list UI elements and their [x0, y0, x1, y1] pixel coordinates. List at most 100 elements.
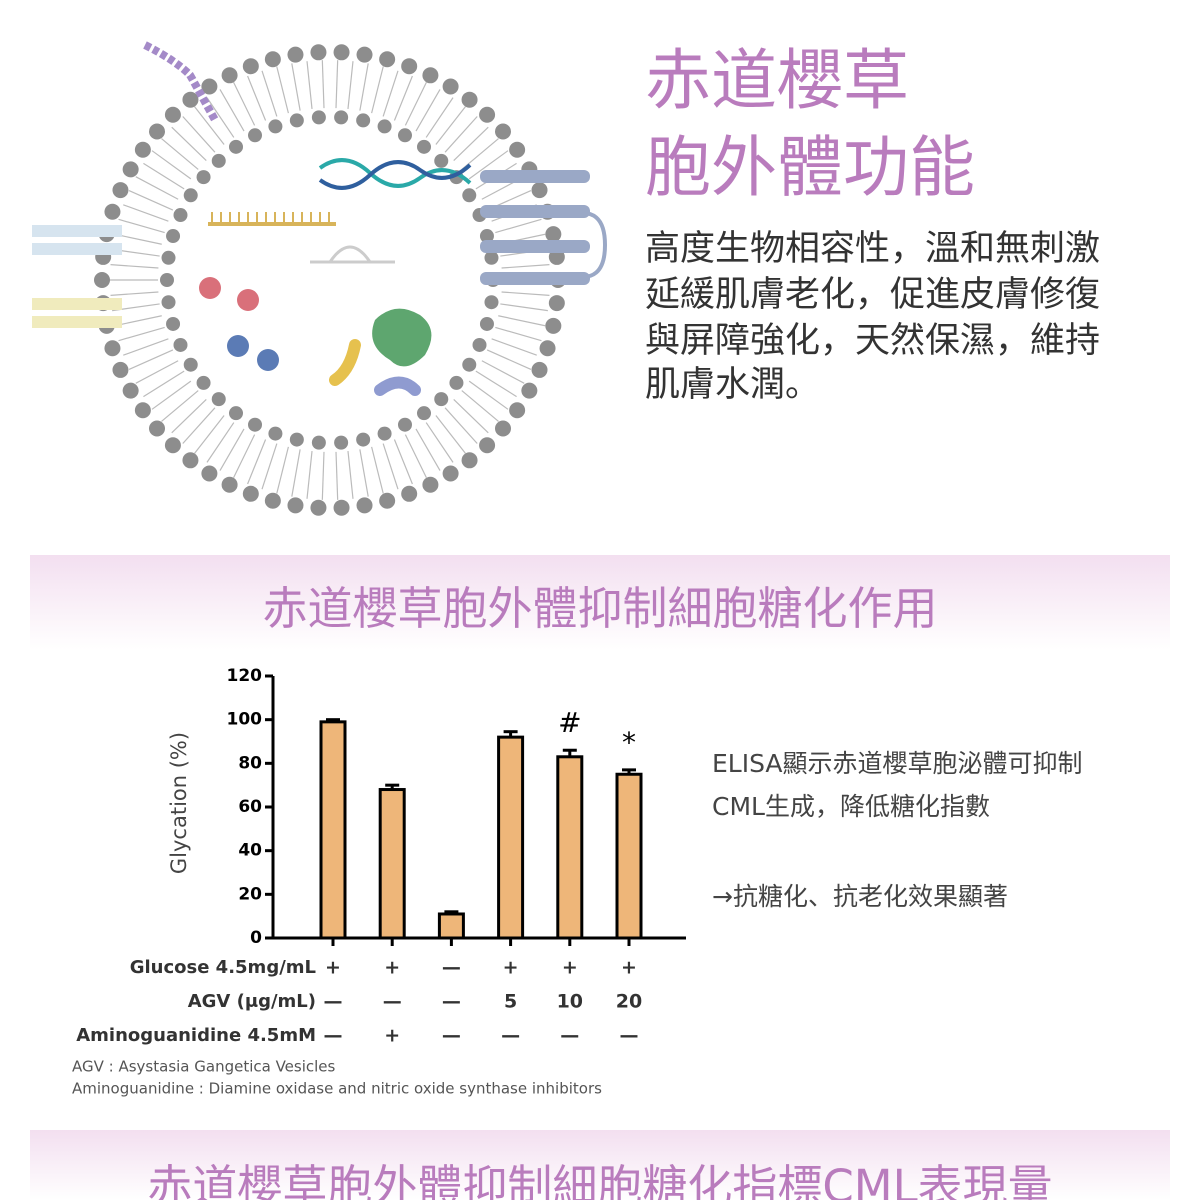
lipid-head — [112, 182, 129, 199]
lipid-head — [484, 250, 499, 265]
lipid-tail — [206, 97, 235, 138]
lipid-head — [434, 392, 449, 407]
significance-mark: # — [558, 706, 581, 739]
lipid-tail — [161, 390, 199, 422]
lipid-head — [356, 113, 371, 128]
lipid-tail — [219, 428, 245, 471]
lipid-head — [356, 497, 373, 514]
lipid-head — [264, 492, 281, 509]
lipid-head — [310, 499, 327, 516]
lipid-tail — [359, 63, 369, 111]
lipid-tail — [461, 390, 499, 422]
lipid-head — [289, 432, 304, 447]
molecule — [257, 349, 279, 371]
treatment-cell: — — [442, 957, 461, 979]
treatment-cell: 5 — [504, 991, 517, 1013]
lipid-head — [334, 435, 349, 450]
lipid-head — [289, 113, 304, 128]
lipid-tail — [194, 106, 225, 145]
lipid-tail — [151, 380, 192, 410]
lipid-tail — [501, 291, 550, 296]
lipid-tail — [291, 449, 301, 497]
lipid-head — [449, 375, 464, 390]
lipid-tail — [123, 204, 169, 222]
lipid-head — [531, 361, 548, 378]
lipid-tail — [371, 446, 384, 494]
treatment-label: AGV (μg/mL) — [188, 991, 316, 1012]
lipid-tail — [233, 434, 256, 478]
lipid-tail — [143, 162, 185, 190]
lipid-tail — [382, 70, 399, 117]
lipid-head — [379, 51, 396, 68]
treatment-cell: + — [384, 1025, 400, 1047]
lipid-tail — [118, 326, 165, 342]
lipid-head — [112, 361, 129, 378]
treatment-cell: — — [620, 1025, 639, 1047]
bar — [497, 735, 525, 940]
lipid-tail — [110, 264, 159, 269]
membrane-protein — [480, 272, 590, 285]
lipid-tail — [481, 360, 525, 384]
lipid-head — [333, 499, 350, 516]
channel — [32, 243, 122, 255]
treatment-cell: — — [560, 1025, 579, 1047]
lipid-head — [164, 106, 181, 123]
lipid-tail — [321, 451, 325, 500]
bar — [556, 755, 584, 940]
lipid-tail — [359, 449, 369, 497]
lipid-tail — [495, 326, 542, 342]
lipid-head — [183, 357, 198, 372]
lipid-head — [333, 44, 350, 61]
lipid-tail — [486, 349, 532, 371]
lipid-tail — [495, 218, 542, 234]
lipid-head — [521, 382, 538, 399]
membrane-protein — [480, 240, 590, 253]
bar — [378, 788, 406, 940]
lipid-head — [182, 452, 199, 469]
lipid-head — [161, 295, 176, 310]
intro-text: 高度生物相容性，溫和無刺激 — [645, 229, 1100, 269]
lipid-tail — [371, 66, 384, 114]
lipid-head — [356, 46, 373, 63]
lipid-head — [416, 406, 431, 421]
lipid-head — [397, 417, 412, 432]
treatment-cell: — — [324, 1025, 343, 1047]
lipid-head — [149, 123, 166, 140]
lipid-head — [401, 485, 418, 502]
lipid-tail — [114, 233, 162, 245]
lipid-tail — [498, 315, 546, 327]
lipid-head — [397, 128, 412, 143]
lipid-head — [201, 465, 218, 482]
molecule — [237, 289, 259, 311]
lipid-tail — [118, 218, 165, 234]
treatment-label: Glucose 4.5mg/mL — [130, 957, 316, 978]
membrane-protein — [480, 205, 590, 218]
treatment-cell: 10 — [557, 991, 583, 1013]
lipid-tail — [247, 439, 267, 485]
membrane-protein — [480, 170, 590, 183]
lipid-head — [377, 119, 392, 134]
lipid-head — [242, 58, 259, 75]
lipid-head — [422, 67, 439, 84]
intro-text: 延緩肌膚老化，促進皮膚修復 — [645, 275, 1100, 315]
y-tick-label: 120 — [227, 666, 263, 686]
peptide — [143, 41, 219, 122]
lipid-tail — [261, 443, 278, 490]
lipid-tail — [425, 97, 454, 138]
lipid-head — [173, 337, 188, 352]
lipid-tail — [321, 60, 325, 109]
lipid-tail — [468, 150, 509, 180]
lipid-head — [472, 337, 487, 352]
lipid-tail — [114, 315, 162, 327]
lipid-head — [442, 465, 459, 482]
lipid-head — [94, 272, 110, 288]
lipid-tail — [335, 451, 339, 500]
lipid-tail — [382, 443, 399, 490]
channel — [32, 316, 122, 328]
lipid-tail — [276, 66, 289, 114]
lipid-head — [104, 340, 121, 357]
treatment-cell: — — [383, 991, 402, 1013]
lipid-tail — [415, 89, 441, 132]
lipid-head — [509, 141, 526, 158]
